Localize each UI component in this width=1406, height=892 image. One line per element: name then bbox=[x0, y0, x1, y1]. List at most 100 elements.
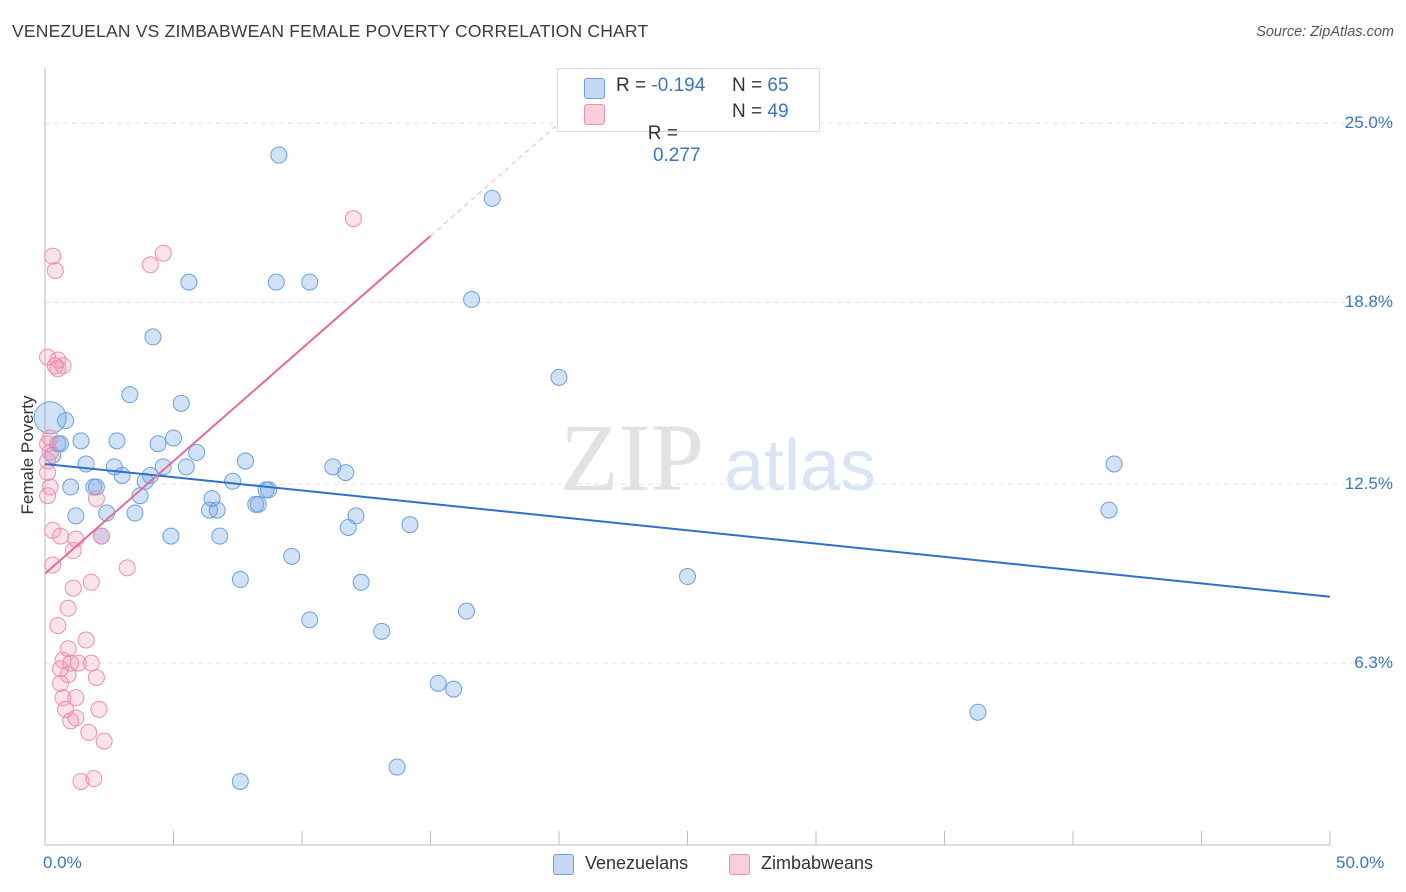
series-legend: Venezuelans Zimbabweans bbox=[0, 852, 1406, 876]
point-venezuelans bbox=[211, 527, 229, 545]
point-zimbabweans bbox=[49, 617, 67, 635]
point-venezuelans bbox=[679, 568, 696, 586]
point-venezuelans bbox=[162, 527, 180, 545]
point-zimbabweans bbox=[59, 640, 77, 658]
point-zimbabweans bbox=[85, 770, 103, 788]
point-zimbabweans bbox=[141, 256, 159, 274]
point-venezuelans bbox=[270, 146, 288, 164]
point-venezuelans bbox=[301, 611, 319, 629]
series-legend-label-zimbabweans: Zimbabweans bbox=[761, 853, 874, 873]
point-venezuelans bbox=[72, 432, 90, 450]
point-venezuelans bbox=[177, 458, 195, 476]
trend-lines bbox=[44, 122, 1331, 598]
x-tick-label-min: 0.0% bbox=[43, 853, 82, 872]
point-venezuelans bbox=[352, 573, 370, 591]
point-venezuelans bbox=[67, 507, 85, 525]
point-zimbabweans bbox=[44, 247, 62, 265]
point-venezuelans bbox=[57, 412, 75, 430]
point-venezuelans bbox=[208, 501, 226, 519]
correlation-legend: R = -0.194 N = 65 R = 0.277 N = 49 bbox=[557, 68, 820, 166]
point-zimbabweans bbox=[41, 443, 59, 461]
point-zimbabweans bbox=[87, 490, 105, 508]
x-tick-label-max: 50.0% bbox=[1336, 853, 1385, 872]
point-venezuelans bbox=[483, 189, 501, 207]
point-venezuelans bbox=[301, 273, 319, 291]
point-zimbabweans bbox=[118, 559, 136, 577]
point-zimbabweans bbox=[59, 599, 77, 617]
point-venezuelans bbox=[463, 290, 481, 308]
point-venezuelans bbox=[337, 464, 355, 482]
trend-extension-zimbabweans bbox=[430, 122, 560, 237]
point-zimbabweans bbox=[344, 210, 362, 228]
point-venezuelans bbox=[283, 547, 301, 565]
y-tick-label: 25.0% bbox=[1344, 113, 1393, 133]
trend-line-venezuelans bbox=[44, 462, 1331, 598]
point-zimbabweans bbox=[46, 262, 64, 280]
point-venezuelans bbox=[172, 394, 190, 412]
legend-n-label: N = bbox=[732, 75, 763, 96]
point-zimbabweans bbox=[41, 429, 59, 447]
point-venezuelans bbox=[62, 478, 80, 496]
legend-swatch-zimbabweans bbox=[584, 104, 605, 125]
trend-line-zimbabweans bbox=[44, 235, 432, 575]
point-venezuelans bbox=[165, 429, 182, 447]
point-venezuelans bbox=[1100, 501, 1118, 519]
point-venezuelans bbox=[347, 507, 365, 525]
legend-r-label: R = bbox=[647, 123, 678, 144]
point-zimbabweans bbox=[87, 669, 105, 687]
data-points bbox=[33, 146, 1123, 790]
point-zimbabweans bbox=[82, 573, 100, 591]
series-legend-swatch-venezuelans bbox=[553, 854, 574, 875]
point-venezuelans bbox=[445, 680, 463, 698]
watermark: ZIP atlas bbox=[560, 404, 876, 511]
legend-r-label: R = bbox=[616, 75, 647, 96]
point-venezuelans bbox=[126, 504, 144, 522]
point-venezuelans bbox=[180, 273, 198, 291]
point-venezuelans bbox=[87, 478, 105, 496]
point-zimbabweans bbox=[49, 360, 67, 378]
point-zimbabweans bbox=[82, 654, 100, 672]
point-zimbabweans bbox=[77, 631, 95, 649]
point-venezuelans bbox=[236, 452, 254, 470]
point-zimbabweans bbox=[69, 654, 87, 672]
point-zimbabweans bbox=[67, 689, 85, 707]
y-tick-label: 12.5% bbox=[1344, 474, 1393, 494]
point-venezuelans bbox=[429, 674, 447, 692]
legend-n-label: N = bbox=[732, 101, 763, 122]
point-zimbabweans bbox=[67, 530, 85, 548]
point-zimbabweans bbox=[62, 712, 80, 730]
point-venezuelans bbox=[154, 458, 172, 476]
point-venezuelans bbox=[231, 772, 249, 790]
point-venezuelans bbox=[260, 481, 278, 499]
point-zimbabweans bbox=[44, 556, 62, 574]
point-venezuelans bbox=[33, 401, 67, 435]
point-venezuelans bbox=[144, 328, 162, 346]
point-zimbabweans bbox=[67, 709, 85, 727]
point-venezuelans bbox=[457, 602, 475, 620]
point-zimbabweans bbox=[154, 244, 172, 262]
point-venezuelans bbox=[401, 516, 419, 534]
chart-title: VENEZUELAN VS ZIMBABWEAN FEMALE POVERTY … bbox=[12, 21, 649, 41]
legend-n-value-zimbabweans: 49 bbox=[767, 101, 789, 122]
chart-source: Source: ZipAtlas.com bbox=[1256, 24, 1394, 40]
point-venezuelans bbox=[108, 432, 126, 450]
point-zimbabweans bbox=[54, 357, 72, 375]
point-zimbabweans bbox=[90, 700, 108, 718]
point-venezuelans bbox=[388, 758, 406, 776]
point-zimbabweans bbox=[95, 732, 113, 750]
legend-r-value-venezuelans: -0.194 bbox=[651, 75, 706, 96]
point-venezuelans bbox=[149, 435, 167, 453]
point-zimbabweans bbox=[51, 527, 69, 545]
point-zimbabweans bbox=[80, 723, 98, 741]
legend-r-value-zimbabweans: 0.277 bbox=[647, 145, 701, 166]
point-venezuelans bbox=[1105, 455, 1123, 473]
point-venezuelans bbox=[224, 472, 242, 490]
point-zimbabweans bbox=[93, 527, 111, 545]
series-legend-label-venezuelans: Venezuelans bbox=[585, 853, 689, 873]
point-venezuelans bbox=[550, 368, 568, 386]
point-zimbabweans bbox=[39, 464, 57, 482]
series-legend-swatch-zimbabweans bbox=[729, 854, 750, 875]
point-zimbabweans bbox=[41, 478, 59, 496]
legend-n-value-venezuelans: 65 bbox=[767, 75, 789, 96]
